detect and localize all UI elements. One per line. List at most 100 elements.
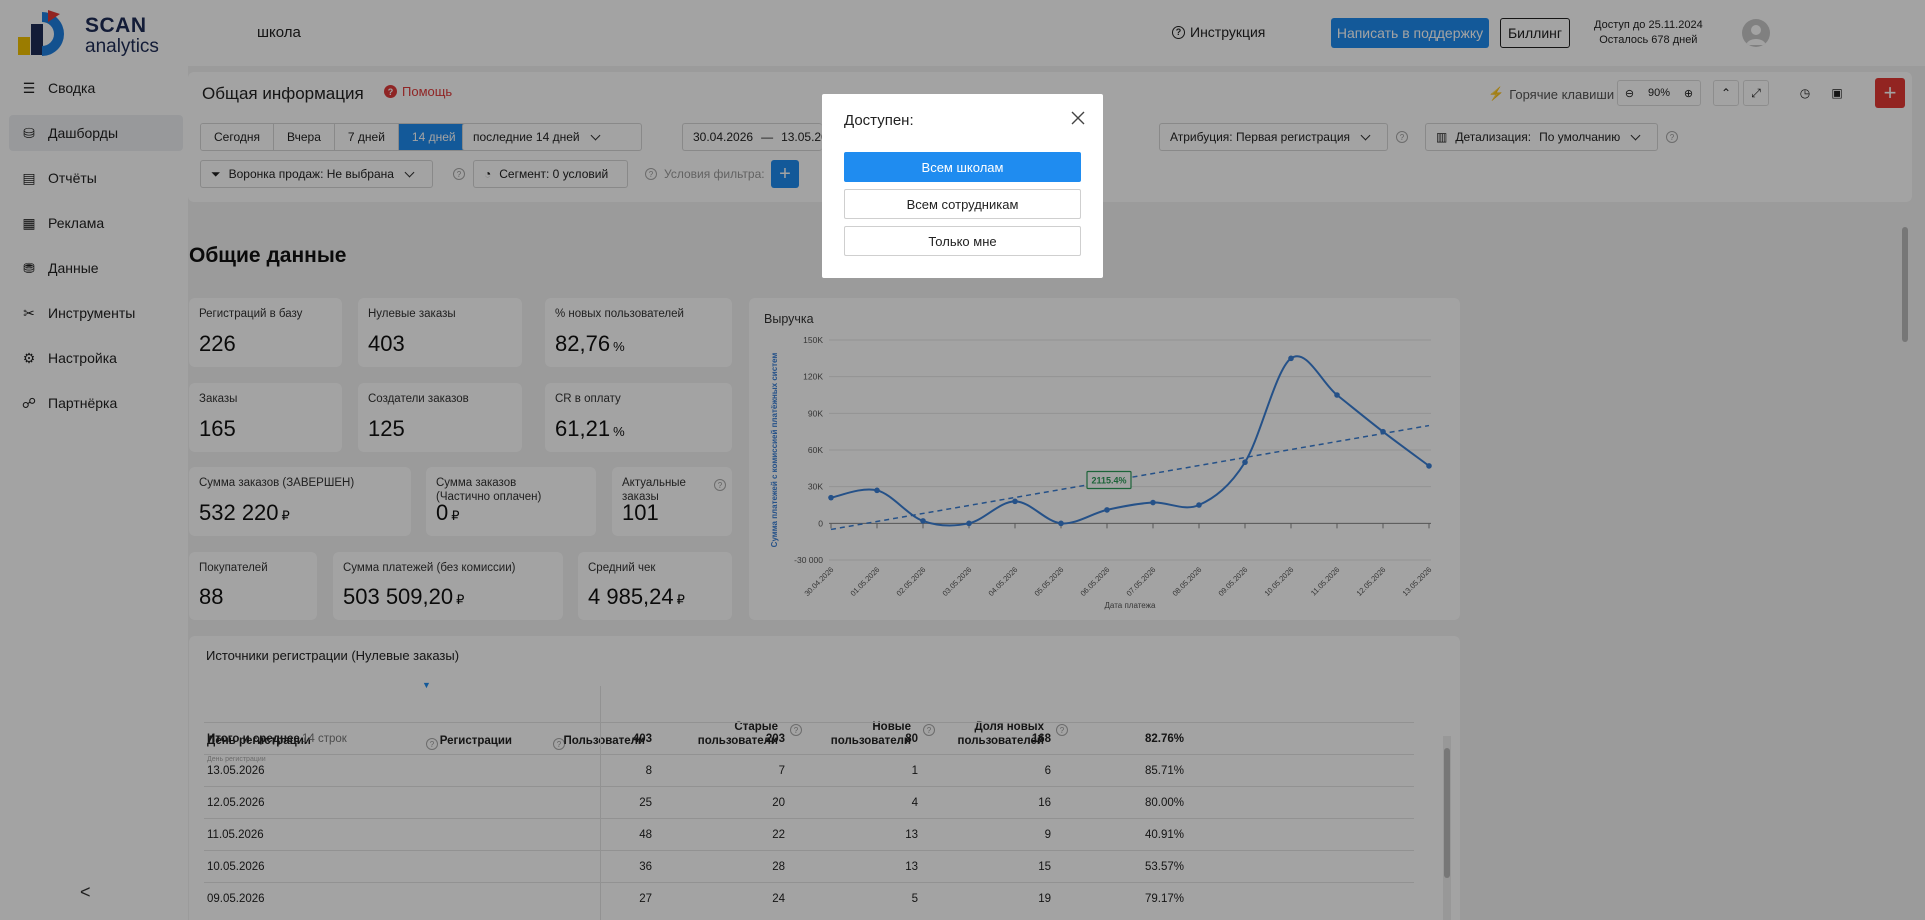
funnel-info-icon[interactable]: ? [453, 168, 465, 180]
option-all-schools[interactable]: Всем школам [844, 152, 1081, 182]
column-header[interactable]: Пользователи [563, 735, 645, 747]
kpi-card[interactable]: Нулевые заказы 403 [358, 298, 522, 367]
data-point[interactable] [1426, 463, 1432, 469]
option-all-employees[interactable]: Всем сотрудникам [844, 189, 1081, 219]
column-header[interactable]: Новые пользователи [830, 721, 911, 747]
data-point[interactable] [828, 494, 834, 501]
data-point[interactable] [1150, 499, 1156, 506]
kpi-card[interactable]: Сумма платежей (без комиссии) 503 509,20 ₽ [333, 552, 563, 620]
column-info-icon[interactable]: ? [1056, 724, 1068, 736]
data-point[interactable] [1058, 520, 1064, 527]
support-button[interactable]: Написать в поддержку [1331, 18, 1489, 48]
column-info-icon[interactable]: ? [553, 738, 565, 750]
zoom-in-icon[interactable]: ⊕ [1683, 87, 1694, 100]
data-point[interactable] [874, 487, 880, 494]
segment-icon: ◔ [484, 167, 492, 181]
column-header[interactable]: Старые пользователи [697, 721, 778, 747]
detail-info-icon[interactable]: ? [1666, 131, 1678, 143]
data-point[interactable] [1196, 502, 1202, 508]
data-point[interactable] [1012, 498, 1018, 505]
table-row[interactable]: 09.05.2026 27 24 5 19 79.17% [204, 882, 1414, 914]
kpi-card[interactable]: % новых пользователей 82,76% [545, 298, 732, 367]
page-scrollbar[interactable] [1900, 212, 1910, 920]
bar-chart-icon: ▥ [1436, 130, 1448, 144]
period-tab[interactable]: Сегодня [201, 124, 274, 150]
table-scrollbar[interactable] [1443, 736, 1451, 920]
table-scrollbar-thumb[interactable] [1444, 748, 1450, 878]
table-row[interactable]: 12.05.2026 25 20 4 16 80.00% [204, 786, 1414, 818]
collapse-sidebar-icon[interactable]: < [80, 882, 91, 902]
kpi-card[interactable]: Создатели заказов 125 [358, 383, 522, 452]
sidebar-item-3[interactable]: ▦ Реклама [9, 205, 183, 241]
data-point[interactable] [1104, 507, 1110, 513]
school-selector[interactable]: школа [257, 24, 301, 41]
kpi-label: Заказы [199, 393, 238, 405]
zoom-out-icon[interactable]: ⊖ [1624, 87, 1635, 100]
table-row[interactable]: 10.05.2026 36 28 13 15 53.57% [204, 850, 1414, 882]
user-icon [1746, 25, 1766, 45]
segment-select[interactable]: ◔ Сегмент: 0 условий [473, 160, 628, 188]
collapse-up-button[interactable]: ⌃ [1713, 80, 1739, 106]
page-scrollbar-thumb[interactable] [1902, 227, 1908, 342]
add-filter-button[interactable]: + [771, 160, 799, 188]
column-info-icon[interactable]: ? [790, 724, 802, 736]
data-point[interactable] [1380, 428, 1386, 435]
period-tab[interactable]: 14 дней [398, 124, 470, 150]
column-header[interactable]: Доля новых пользователей [957, 721, 1044, 747]
period-tab[interactable]: 7 дней [334, 124, 399, 150]
kpi-card[interactable]: Покупателей 88 [189, 552, 317, 620]
sidebar-item-5[interactable]: ✂ Инструменты [9, 295, 183, 331]
column-header[interactable]: День регистрации [207, 735, 311, 747]
table-total-row[interactable]: Итого и среднее 14 строк 403 203 80 168 82.76% [204, 722, 1414, 754]
x-axis-label: Дата платежа [1105, 601, 1156, 610]
funnel-select[interactable]: ⏷ Воронка продаж: Не выбрана [200, 160, 433, 188]
sidebar-item-7[interactable]: ☍ Партнёрка [9, 385, 183, 421]
sidebar-item-6[interactable]: ⚙ Настройка [9, 340, 183, 376]
sidebar-item-2[interactable]: ▤ Отчёты [9, 160, 183, 196]
date-range-picker[interactable]: 30.04.2026 — 13.05.20 [682, 123, 828, 151]
column-info-icon[interactable]: ? [923, 724, 935, 736]
sidebar: ☰ Сводка ⛁ Дашборды ▤ Отчёты ▦ Реклама ⛃ Данные ✂ И… [0, 66, 188, 920]
help-button[interactable]: ? Помощь [384, 84, 452, 99]
column-header[interactable]: Регистрации [439, 735, 512, 747]
option-only-me[interactable]: Только мне [844, 226, 1081, 256]
column-info-icon[interactable]: ? [426, 738, 438, 750]
page-title: Общая информация [202, 84, 364, 103]
close-icon[interactable] [1070, 110, 1086, 126]
kpi-info-icon[interactable]: ? [714, 479, 726, 491]
data-point[interactable] [1242, 459, 1248, 466]
data-point[interactable] [920, 518, 926, 524]
avatar[interactable] [1742, 19, 1770, 47]
hotkeys-button[interactable]: ⚡ Горячие клавиши [1488, 86, 1614, 102]
add-widget-button[interactable]: + [1875, 78, 1905, 108]
filter-info-icon[interactable]: ? [645, 168, 657, 180]
fullscreen-button[interactable]: ⤢ [1743, 80, 1769, 106]
data-point[interactable] [1334, 392, 1340, 398]
kpi-card[interactable]: Заказы 165 [189, 383, 342, 452]
logo[interactable]: SCAN analytics [18, 10, 159, 57]
table-row[interactable]: 11.05.2026 48 22 13 9 40.91% [204, 818, 1414, 850]
kpi-card[interactable]: Средний чек 4 985,24 ₽ [578, 552, 732, 620]
attribution-info-icon[interactable]: ? [1396, 131, 1408, 143]
detail-select[interactable]: ▥ Детализация: По умолчанию [1425, 123, 1658, 151]
history-button[interactable]: ◷ [1792, 80, 1818, 106]
save-button[interactable]: ▣ [1824, 80, 1850, 106]
sidebar-item-1[interactable]: ⛁ Дашборды [9, 115, 183, 151]
kpi-card[interactable]: Сумма заказов (Частично оплачен) 0 ₽ [426, 467, 596, 536]
kpi-card[interactable]: Актуальные заказы 101? [612, 467, 732, 536]
sidebar-item-label: Настройка [48, 350, 117, 366]
instruction-link[interactable]: ? Инструкция [1172, 24, 1265, 40]
kpi-card[interactable]: CR в оплату 61,21% [545, 383, 732, 452]
attribution-select[interactable]: Атрибуция: Первая регистрация [1159, 123, 1388, 151]
period-tab[interactable]: Вчера [274, 124, 335, 150]
table-row[interactable]: 13.05.2026 8 7 1 6 85.71% [204, 754, 1414, 786]
data-point[interactable] [966, 520, 972, 527]
sort-arrow-icon[interactable]: ▼ [422, 680, 431, 690]
billing-button[interactable]: Биллинг [1500, 18, 1570, 48]
sidebar-item-0[interactable]: ☰ Сводка [9, 70, 183, 106]
data-point[interactable] [1288, 355, 1294, 362]
kpi-card[interactable]: Сумма заказов (ЗАВЕРШЕН) 532 220 ₽ [189, 467, 411, 536]
kpi-card[interactable]: Регистраций в базу 226 [189, 298, 342, 367]
sidebar-item-4[interactable]: ⛃ Данные [9, 250, 183, 286]
range-select[interactable]: последние 14 дней [462, 123, 642, 151]
